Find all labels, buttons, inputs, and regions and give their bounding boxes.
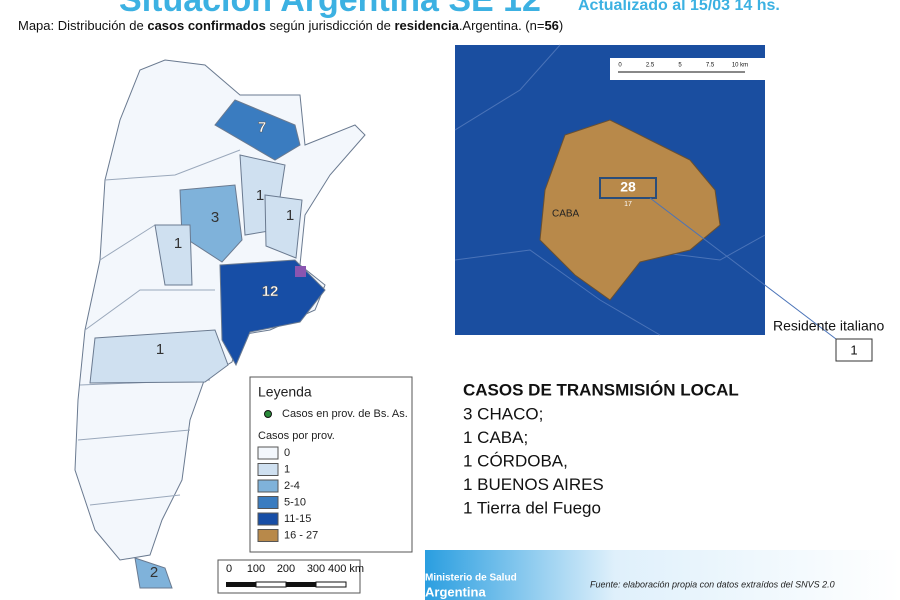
scale-label: 300	[307, 563, 325, 575]
legend-swatch	[257, 496, 279, 509]
legend: Leyenda Casos en prov. de Bs. As. Casos …	[249, 376, 413, 553]
province-label: 3	[211, 209, 219, 226]
legend-swatch	[257, 446, 279, 460]
province-label: 12	[262, 283, 279, 300]
callout-title: Residente italiano	[773, 318, 885, 334]
scale-label: 200	[277, 563, 295, 575]
local-title: CASOS DE TRANSMISIÓN LOCAL	[463, 380, 739, 399]
scale-label: 0	[226, 563, 232, 575]
footer-org: Ministerio de Salud	[425, 573, 517, 584]
province-label: 7	[258, 119, 266, 136]
footer-country: Argentina	[425, 584, 486, 599]
province-label: 1	[156, 341, 164, 358]
callout-value: 1	[850, 342, 857, 357]
inset-scale-label: 2.5	[646, 63, 655, 69]
province-label: 1	[174, 235, 182, 252]
province-label: 1	[286, 207, 294, 224]
scale-label: 400 km	[328, 563, 364, 575]
legend-swatch	[257, 512, 279, 526]
legend-dot-label: Casos en prov. de Bs. As.	[282, 408, 408, 420]
scale-label: 100	[247, 563, 265, 575]
legend-label: 5-10	[284, 496, 306, 508]
inset-scale-label: 0	[618, 63, 622, 69]
inset-name: CABA	[552, 209, 580, 220]
local-line: 1 Tierra del Fuego	[463, 498, 601, 517]
inset-scale-label: 10 km	[732, 63, 748, 69]
legend-subtitle: Casos por prov.	[258, 430, 335, 442]
province-label: 1	[256, 187, 264, 204]
inset-sublabel: 17	[624, 201, 632, 208]
footer-source: Fuente: elaboración propia con datos ext…	[590, 579, 835, 589]
legend-label: 0	[284, 447, 290, 459]
local-line: 1 CÓRDOBA,	[463, 451, 568, 470]
legend-swatch	[257, 479, 279, 493]
local-line: 1 CABA;	[463, 428, 528, 447]
legend-swatch	[257, 463, 279, 476]
legend-label: 11-15	[284, 513, 311, 525]
legend-label: 1	[284, 463, 290, 475]
inset-map	[454, 44, 837, 340]
province-label: 2	[150, 564, 158, 581]
scale-bar: 0 100 200 300 400 km	[217, 559, 364, 594]
legend-label: 2-4	[284, 480, 300, 492]
inset-scale-label: 7.5	[706, 63, 715, 69]
subtitle: Mapa: Distribución de casos confirmados …	[18, 18, 563, 33]
inset-label: 28	[620, 179, 636, 195]
local-line: 1 BUENOS AIRES	[463, 475, 604, 494]
updated: Actualizado al 15/03 14 hs.	[578, 0, 780, 14]
inset-scale-label: 5	[678, 63, 682, 69]
legend-title: Leyenda	[258, 384, 312, 400]
footer	[425, 550, 900, 600]
legend-swatch	[257, 529, 279, 542]
title: Situación Argentina SE 12	[119, 0, 541, 19]
map	[74, 59, 366, 589]
legend-label: 16 - 27	[284, 529, 318, 541]
local-line: 3 CHACO;	[463, 404, 543, 423]
